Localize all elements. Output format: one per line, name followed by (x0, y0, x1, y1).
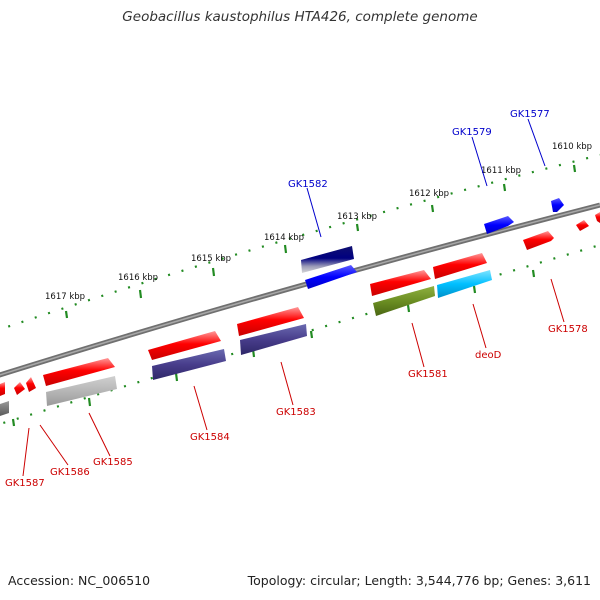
gene-label-gk1581[interactable]: GK1581 (408, 369, 448, 380)
scale-label-1613: 1613 kbp (337, 212, 377, 222)
gene-label-gk1579[interactable]: GK1579 (452, 127, 492, 138)
gene-gk1587-feature[interactable] (0, 382, 5, 396)
gene-gk1587-cog[interactable] (0, 401, 9, 416)
leader-gk1579 (471, 136, 488, 187)
outer-major-ticks (64, 164, 577, 319)
scale-label-1615: 1615 kbp (191, 254, 231, 264)
leader-gk1578 (550, 278, 565, 323)
gene-gk1578-feature[interactable] (523, 231, 554, 250)
scale-label-1612: 1612 kbp (409, 189, 449, 199)
gene-label-gk1587[interactable]: GK1587 (5, 478, 45, 489)
forward-strand-genes (0, 212, 600, 416)
scale-label-1617: 1617 kbp (45, 292, 85, 302)
genome-summary: Topology: circular; Length: 3,544,776 bp… (247, 573, 591, 588)
gene-gk1581-feature[interactable] (370, 270, 431, 296)
leader-gk1581 (411, 322, 425, 368)
gene-label-gk1582[interactable]: GK1582 (288, 179, 328, 190)
leader-gk1583 (280, 361, 294, 406)
gene-gk1583-cog[interactable] (240, 324, 307, 355)
leader-gk1577 (527, 118, 546, 167)
gene-gk1582-feature[interactable] (301, 246, 354, 273)
genome-backbone (0, 202, 600, 378)
outer-tick-track (0, 153, 600, 331)
gene-gk1584-cog[interactable] (152, 349, 226, 380)
gene-small-feature-b[interactable] (595, 212, 600, 223)
gene-deod-feature[interactable] (433, 253, 487, 279)
gene-gk1586-small[interactable] (26, 377, 36, 392)
gene-label-gk1578[interactable]: GK1578 (548, 324, 588, 335)
gene-label-gk1585[interactable]: GK1585 (93, 457, 133, 468)
gene-label-gk1584[interactable]: GK1584 (190, 432, 230, 443)
leader-gk1585 (88, 412, 111, 457)
accession-label: Accession: NC_006510 (8, 573, 151, 588)
gene-gk1577-feature[interactable] (551, 198, 564, 212)
leader-gk1587 (22, 427, 30, 477)
gene-gk1586-feature[interactable] (14, 382, 25, 395)
gene-small-feature-a[interactable] (576, 220, 589, 231)
gene-gk1585-feature[interactable] (43, 358, 115, 386)
gene-gk1580-feature[interactable] (305, 265, 357, 289)
gene-label-gk1586[interactable]: GK1586 (50, 467, 90, 478)
gene-gk1579-feature[interactable] (484, 216, 514, 234)
scale-label-1616: 1616 kbp (118, 273, 158, 283)
reverse-strand-genes (301, 198, 564, 289)
leader-gk1586 (39, 424, 69, 466)
gene-deod-cog[interactable] (437, 270, 492, 298)
gene-gk1584-feature[interactable] (148, 331, 221, 360)
gene-label-gk1577[interactable]: GK1577 (510, 109, 550, 120)
leader-gk1584 (193, 385, 208, 431)
gene-gk1585-cog[interactable] (46, 376, 117, 406)
gene-gk1583-feature[interactable] (237, 307, 304, 336)
gene-gk1581-cog[interactable] (373, 286, 435, 316)
gene-label-gk1583[interactable]: GK1583 (276, 407, 316, 418)
inner-major-ticks (11, 269, 536, 427)
leader-deod (472, 303, 487, 349)
gene-label-deod[interactable]: deoD (475, 350, 502, 361)
genome-title: Geobacillus kaustophilus HTA426, complet… (122, 9, 478, 25)
leader-gk1582 (306, 187, 322, 238)
scale-label-1614: 1614 kbp (264, 233, 304, 243)
scale-label-1610: 1610 kbp (552, 142, 592, 152)
scale-label-1611: 1611 kbp (481, 166, 521, 176)
